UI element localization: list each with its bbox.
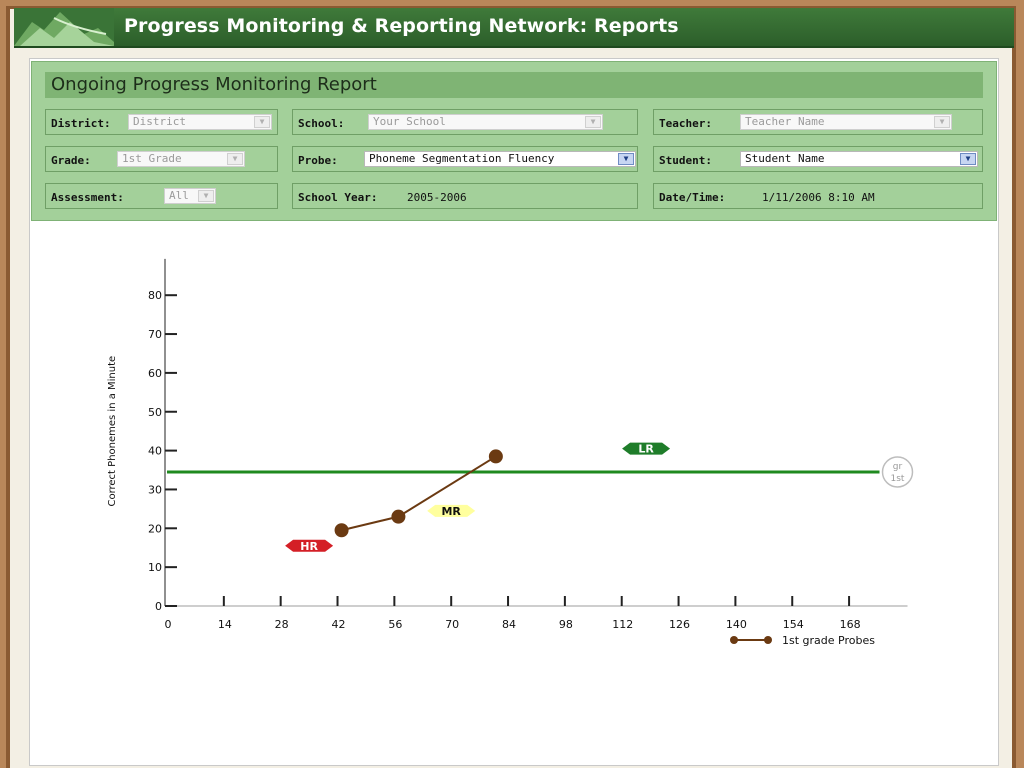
y-tick-label: 30	[148, 483, 162, 496]
district-select[interactable]: District ▼	[128, 114, 272, 130]
date-time-label: Date/Time:	[659, 191, 726, 204]
mountain-logo-icon	[14, 8, 114, 46]
probe-select[interactable]: Phoneme Segmentation Fluency ▼	[364, 151, 636, 167]
x-tick-label: 14	[218, 618, 232, 631]
data-point	[488, 449, 503, 464]
assessment-select[interactable]: All ▼	[164, 188, 216, 204]
grade-select-value: 1st Grade	[122, 152, 182, 165]
risk-label-text: HR	[300, 540, 318, 553]
app-banner: Progress Monitoring & Reporting Network:…	[14, 8, 1014, 48]
y-tick-label: 60	[148, 367, 162, 380]
risk-label-text: MR	[441, 505, 461, 518]
x-tick-label: 112	[612, 618, 633, 631]
x-tick-label: 154	[783, 618, 804, 631]
chevron-down-icon: ▼	[618, 153, 634, 165]
chevron-down-icon: ▼	[960, 153, 976, 165]
y-tick-label: 70	[148, 328, 162, 341]
chevron-down-icon: ▼	[227, 153, 243, 165]
y-tick-label: 10	[148, 561, 162, 574]
legend-label: 1st grade Probes	[782, 634, 875, 647]
teacher-label: Teacher:	[659, 117, 712, 130]
x-tick-label: 70	[445, 618, 459, 631]
x-tick-label: 84	[502, 618, 516, 631]
x-tick-label: 126	[669, 618, 690, 631]
y-tick-label: 40	[148, 445, 162, 458]
school-select[interactable]: Your School ▼	[368, 114, 603, 130]
school-label: School:	[298, 117, 345, 130]
chevron-down-icon: ▼	[934, 116, 950, 128]
probe-select-value: Phoneme Segmentation Fluency	[369, 152, 555, 165]
date-time-field: Date/Time: 1/11/2006 8:10 AM	[653, 183, 983, 209]
risk-label-marker	[427, 504, 476, 517]
legend-marker	[730, 636, 738, 644]
assessment-label: Assessment:	[51, 191, 124, 204]
series-line	[341, 455, 497, 532]
chevron-down-icon: ▼	[198, 190, 214, 202]
risk-label-text: LR	[638, 443, 654, 456]
grade-badge-top: gr	[893, 462, 903, 472]
y-tick-label: 20	[148, 522, 162, 535]
x-tick-label: 140	[726, 618, 747, 631]
risk-label-marker	[285, 539, 334, 552]
date-time-value: 1/11/2006 8:10 AM	[762, 191, 875, 204]
student-select[interactable]: Student Name ▼	[740, 151, 978, 167]
teacher-filter: Teacher: Teacher Name ▼	[653, 109, 983, 135]
data-point	[391, 509, 406, 524]
school-year-field: School Year: 2005-2006	[292, 183, 638, 209]
district-label: District:	[51, 117, 111, 130]
y-axis-label: Correct Phonemes in a Minute	[107, 356, 118, 507]
x-tick-label: 28	[275, 618, 289, 631]
risk-label-marker	[622, 442, 671, 455]
student-label: Student:	[659, 154, 712, 167]
chevron-down-icon: ▼	[585, 116, 601, 128]
x-tick-label: 42	[332, 618, 346, 631]
x-tick-label: 98	[559, 618, 573, 631]
school-filter: School: Your School ▼	[292, 109, 638, 135]
district-select-value: District	[133, 115, 186, 128]
report-title: Ongoing Progress Monitoring Report	[51, 74, 377, 95]
x-tick-label: 0	[165, 618, 172, 631]
district-filter: District: District ▼	[45, 109, 278, 135]
x-tick-label: 56	[388, 618, 402, 631]
x-tick-label: 168	[840, 618, 861, 631]
probe-filter: Probe: Phoneme Segmentation Fluency ▼	[292, 146, 638, 172]
grade-badge-icon	[881, 456, 914, 488]
probe-label: Probe:	[298, 154, 338, 167]
report-header: Ongoing Progress Monitoring Report	[45, 72, 983, 98]
grade-label: Grade:	[51, 154, 91, 167]
student-select-value: Student Name	[745, 152, 825, 165]
grade-select[interactable]: 1st Grade ▼	[117, 151, 245, 167]
chevron-down-icon: ▼	[254, 116, 270, 128]
y-tick-label: 80	[148, 289, 162, 302]
student-filter: Student: Student Name ▼	[653, 146, 983, 172]
school-year-value: 2005-2006	[407, 191, 467, 204]
grade-filter: Grade: 1st Grade ▼	[45, 146, 278, 172]
teacher-select-value: Teacher Name	[745, 115, 825, 128]
y-tick-label: 0	[155, 600, 162, 613]
data-point	[334, 523, 349, 538]
teacher-select[interactable]: Teacher Name ▼	[740, 114, 952, 130]
banner-title: Progress Monitoring & Reporting Network:…	[124, 15, 679, 37]
grade-badge-bottom: 1st	[891, 474, 905, 484]
school-select-value: Your School	[373, 115, 446, 128]
assessment-filter: Assessment: All ▼	[45, 183, 278, 209]
assessment-select-value: All	[169, 189, 189, 202]
school-year-label: School Year:	[298, 191, 378, 204]
legend-marker	[764, 636, 772, 644]
y-tick-label: 50	[148, 406, 162, 419]
